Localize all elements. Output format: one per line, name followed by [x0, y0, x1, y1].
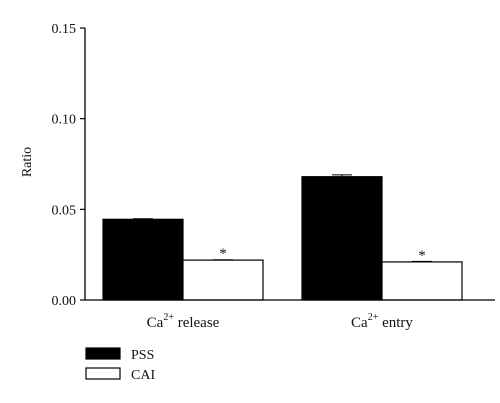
- bar-cai-2: [381, 261, 463, 301]
- x-label-rest: release: [174, 315, 220, 331]
- significance-marker: *: [418, 248, 426, 264]
- y-tick-label: 0.10: [52, 113, 77, 128]
- y-tick-label: 0.15: [52, 22, 77, 37]
- y-axis-label: Ratio: [20, 147, 35, 177]
- legend-swatch-cai: [85, 367, 121, 380]
- x-label-base: Ca: [351, 315, 368, 331]
- x-category-label: Ca2+ release: [147, 312, 220, 331]
- x-label-rest: entry: [378, 315, 413, 331]
- legend-swatch-pss: [85, 347, 121, 360]
- y-tick-label: 0.00: [52, 294, 77, 309]
- bar-pss-1: [102, 218, 184, 301]
- y-tick-label: 0.05: [52, 203, 77, 218]
- legend-label-cai: CAI: [131, 368, 155, 383]
- x-label-superscript: 2+: [163, 312, 174, 323]
- x-category-label: Ca2+ entry: [351, 312, 413, 331]
- bars: * *: [102, 174, 463, 301]
- legend-label-pss: PSS: [131, 348, 154, 363]
- bar-cai-1: [182, 259, 264, 301]
- x-label-superscript: 2+: [368, 312, 379, 323]
- legend: PSS CAI: [85, 347, 155, 383]
- bar-pss-2: [301, 176, 383, 301]
- y-axis-ticks: 0.00 0.05 0.10 0.15: [52, 22, 85, 309]
- significance-marker: *: [219, 246, 227, 262]
- x-label-base: Ca: [147, 315, 164, 331]
- x-axis-labels: Ca2+ release Ca2+ entry: [147, 312, 414, 331]
